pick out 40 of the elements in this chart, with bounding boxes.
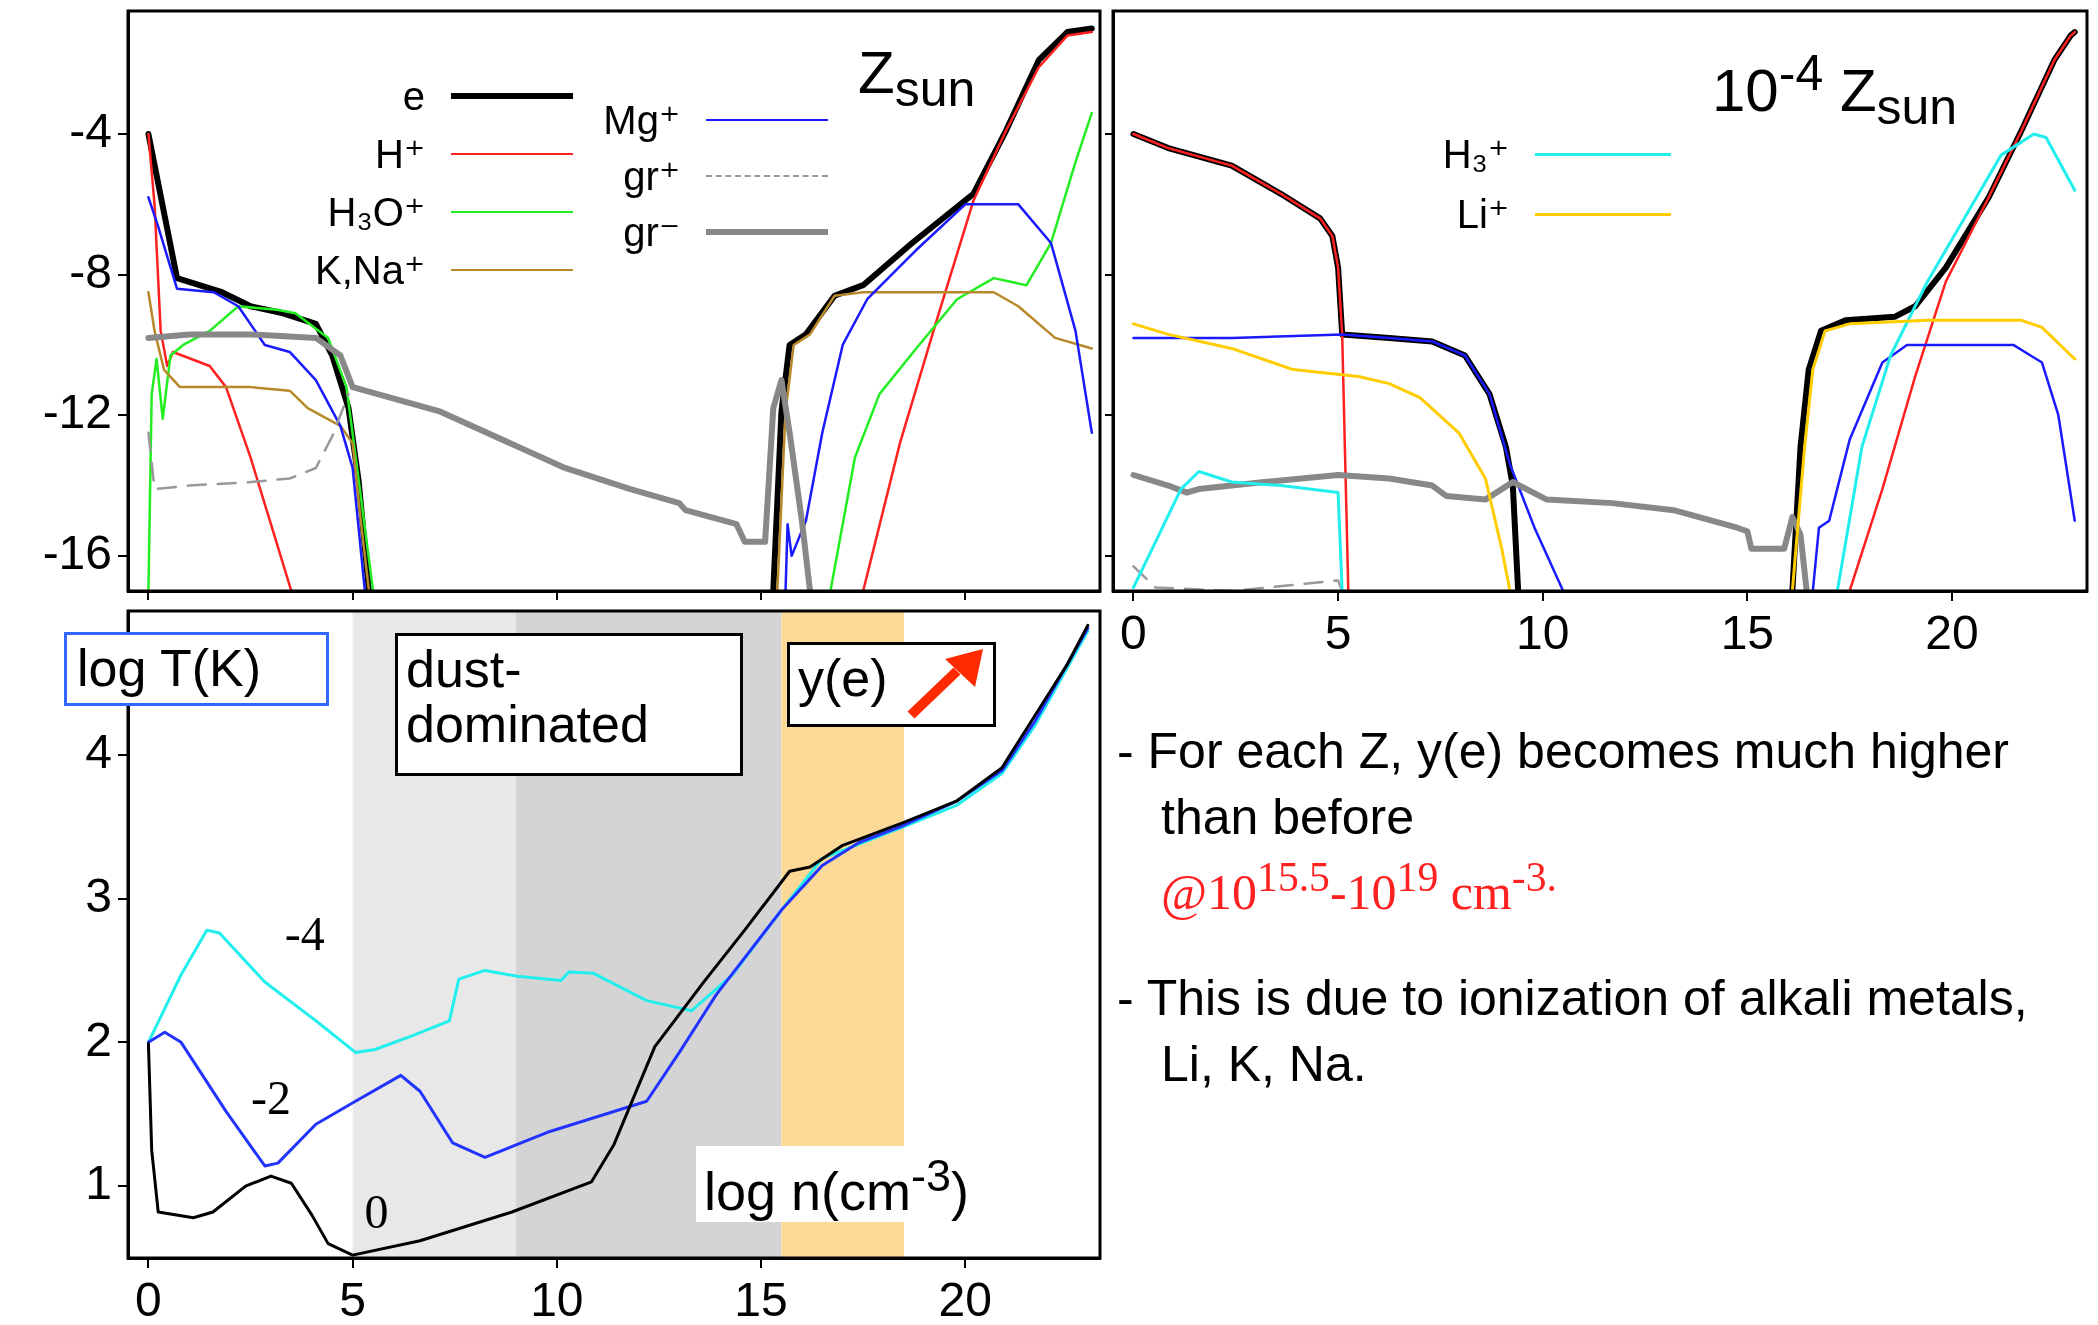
legend-label: Mg⁺ [603,98,680,142]
text: - This is due to ionization of alkali metals, Li, K, Na. [1117,969,2028,1092]
y-tick-label: -4 [69,104,112,158]
line-series [147,392,350,491]
text: @10$^{15.5}$-10$^{19}$ cm$^{-3.}$ [1161,853,1557,922]
x-tick-label: 10 [1516,606,1570,660]
x-tick-label: 20 [1925,606,1979,660]
y-tick-label: 3 [85,868,112,922]
x-tick-label: 20 [938,1273,992,1325]
series-label: -4 [284,906,325,960]
y-tick-label: 4 [85,725,112,779]
series-label: 0 [364,1184,389,1238]
text: - For each Z, y(e) becomes much higher than before [1117,723,2009,845]
series-label: -2 [251,1070,291,1124]
text: 10$^{-4}$ Z$_{sun}$ [1712,44,1958,136]
legend-label: H₃O⁺ [326,189,425,235]
x-tick-label: 10 [530,1273,584,1325]
legend-label: K,Na⁺ [314,248,425,292]
text: Z$_{sun}$ [858,38,976,118]
legend-label: Li⁺ [1455,191,1509,237]
y-tick-label: -8 [69,244,112,298]
x-tick-label: 15 [1720,606,1775,660]
y-tick-label: 2 [85,1012,112,1066]
x-tick-label: 0 [135,1273,162,1325]
y-tick-label: -16 [42,526,112,580]
x-axis-title: log n(cm$^{-3}$) [696,1146,1077,1222]
x-tick-label: 0 [1120,606,1147,660]
legend-label: e [402,73,425,118]
y-axis-title: log T(K) [64,632,329,706]
x-tick-label: 15 [734,1273,788,1325]
y-tick-label: -12 [42,385,112,439]
legend-label: gr⁺ [623,154,680,198]
legend-label: H₃⁺ [1441,131,1509,177]
x-tick-label: 5 [339,1273,366,1325]
annotation: y(e) [798,649,888,707]
y-tick-label: 1 [85,1156,112,1210]
annotation: dust-dominated [406,640,649,753]
legend-label: H⁺ [375,132,425,176]
x-tick-label: 5 [1324,606,1352,660]
legend-label: gr⁻ [623,210,680,254]
